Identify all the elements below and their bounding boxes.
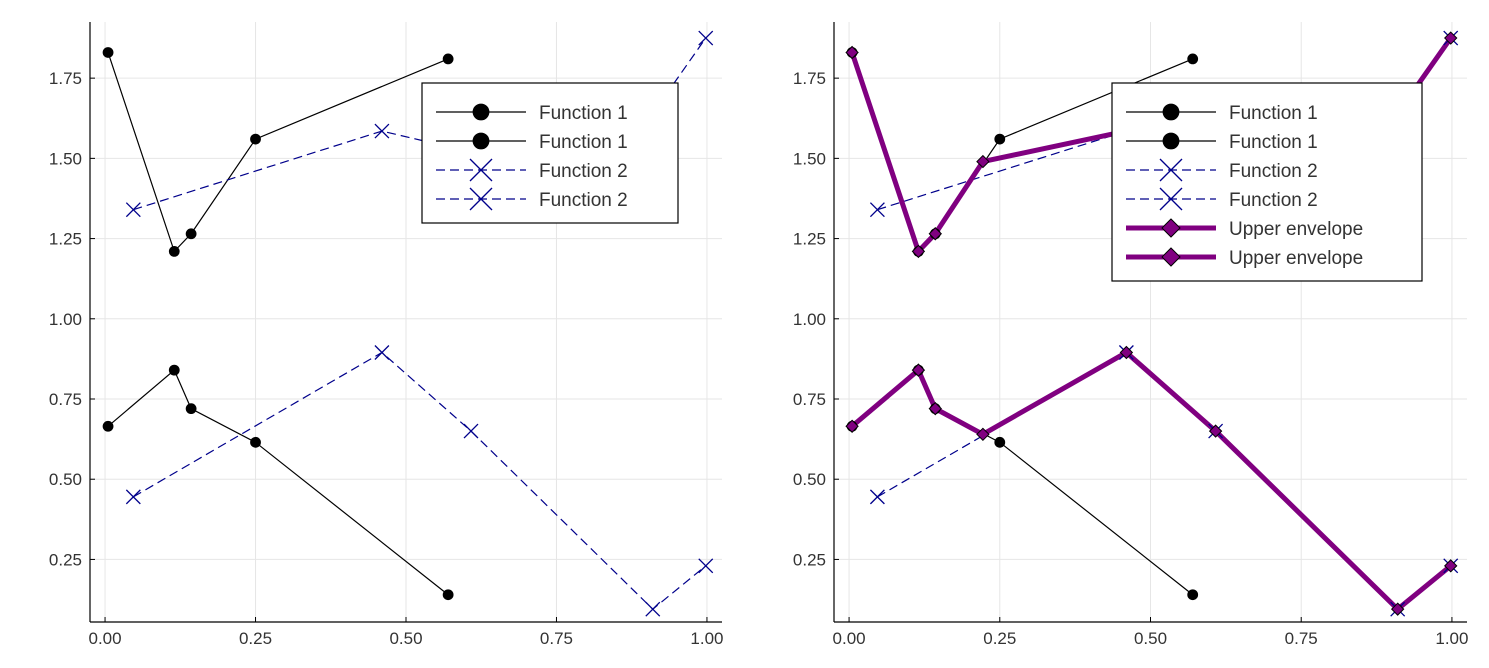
x-tick-label: 0.75 <box>1285 629 1318 648</box>
legend-marker <box>1162 132 1180 150</box>
data-point-function-1 <box>994 133 1006 145</box>
data-point-upper-envelope <box>911 363 926 377</box>
legend: Function 1 Function 1 Function 2 Function 2… <box>1111 82 1423 282</box>
data-point-function-1 <box>1187 53 1199 65</box>
legend-label: Function 1 <box>539 132 628 153</box>
data-point-function-2 <box>125 202 141 218</box>
data-point-function-2 <box>125 489 141 505</box>
legend: Function 1 Function 1 Function 2 Function 2 <box>421 82 679 224</box>
data-point-function-2 <box>374 123 390 139</box>
data-point-function-1 <box>994 436 1006 448</box>
x-tick-label: 0.25 <box>239 629 272 648</box>
data-point-function-2 <box>645 601 661 617</box>
right-chart-panel: 0.00 0.25 0.50 0.75 1.00 0.25 0.50 0.75 1.00 1.25… <box>793 22 1468 648</box>
series-line-upper-envelope <box>850 349 1453 612</box>
data-point-upper-envelope <box>1119 345 1134 360</box>
y-tick-label: 1.50 <box>49 149 82 168</box>
y-tick-label: 0.25 <box>793 550 826 569</box>
legend-marker <box>472 103 490 121</box>
legend-box <box>421 82 679 224</box>
data-point-function-1 <box>442 53 454 65</box>
y-tick-label: 1.25 <box>49 230 82 249</box>
data-point-upper-envelope <box>928 401 942 416</box>
x-tick-label: 0.50 <box>1134 629 1167 648</box>
y-tick-label: 1.75 <box>793 69 826 88</box>
data-point-function-2 <box>698 30 714 46</box>
data-point-upper-envelope <box>845 419 859 433</box>
x-tick-label: 1.00 <box>690 629 723 648</box>
x-tick-label: 0.75 <box>540 629 573 648</box>
y-tick-label: 0.75 <box>793 390 826 409</box>
data-point-upper-envelope <box>928 227 942 241</box>
data-point-function-2 <box>698 558 714 574</box>
data-point-function-1 <box>168 364 180 376</box>
legend-label: Upper envelope <box>1229 219 1363 240</box>
data-point-function-1 <box>1187 589 1199 601</box>
y-tick-label: 0.75 <box>49 390 82 409</box>
y-tick-label: 1.75 <box>49 69 82 88</box>
legend-label: Function 1 <box>1229 132 1318 153</box>
data-point-function-1 <box>250 133 261 145</box>
y-tick-label: 0.50 <box>793 470 826 489</box>
legend-label: Function 2 <box>1229 190 1318 211</box>
x-tick-label: 0.25 <box>983 629 1016 648</box>
y-tick-label: 0.25 <box>49 550 82 569</box>
legend-label: Function 1 <box>1229 103 1318 124</box>
legend-marker <box>1161 218 1181 238</box>
x-tick-label: 0.00 <box>833 629 866 648</box>
data-point-function-1 <box>102 420 114 432</box>
legend-label: Upper envelope <box>1229 248 1363 269</box>
legend-label: Function 2 <box>1229 161 1318 182</box>
data-point-function-2 <box>374 345 390 360</box>
y-tick-label: 1.00 <box>793 310 826 329</box>
data-point-function-1 <box>250 436 261 448</box>
y-tick-label: 1.50 <box>793 149 826 168</box>
data-point-function-2 <box>869 202 885 218</box>
data-point-upper-envelope <box>845 45 859 60</box>
legend-marker <box>1162 103 1180 121</box>
series-line-function-2 <box>877 351 1452 610</box>
data-point-function-1 <box>185 228 197 240</box>
x-tick-label: 0.50 <box>389 629 422 648</box>
y-tick-label: 0.50 <box>49 470 82 489</box>
y-tick-label: 1.00 <box>49 310 82 329</box>
data-point-function-2 <box>463 423 479 439</box>
data-point-function-1 <box>185 403 197 415</box>
y-tick-label: 1.25 <box>793 230 826 249</box>
data-point-upper-envelope <box>911 244 926 259</box>
data-point-function-1 <box>102 47 114 58</box>
data-point-upper-envelope <box>976 427 990 442</box>
data-point-function-1 <box>168 246 180 257</box>
legend-marker <box>469 187 493 211</box>
data-point-upper-envelope <box>1390 602 1405 616</box>
data-point-upper-envelope <box>1444 31 1458 45</box>
data-point-function-1 <box>442 589 454 601</box>
series-line-function-1 <box>107 52 449 253</box>
data-point-upper-envelope <box>1208 424 1223 438</box>
x-tick-label: 0.00 <box>89 629 122 648</box>
legend-marker <box>472 132 490 150</box>
legend-marker <box>469 158 493 182</box>
legend-label: Function 2 <box>539 161 628 182</box>
legend-marker <box>1161 247 1181 267</box>
series-line-function-2 <box>133 351 707 610</box>
legend-marker <box>1159 158 1183 182</box>
legend-marker <box>1159 187 1183 211</box>
legend-label: Function 2 <box>539 190 628 211</box>
data-point-function-2 <box>869 489 885 505</box>
left-chart-panel: 0.00 0.25 0.50 0.75 1.00 0.25 0.50 0.75 1.00 1.25… <box>49 22 723 648</box>
data-point-upper-envelope <box>1444 559 1458 573</box>
data-point-upper-envelope <box>976 154 990 169</box>
x-tick-label: 1.00 <box>1435 629 1468 648</box>
legend-label: Function 1 <box>539 103 628 124</box>
